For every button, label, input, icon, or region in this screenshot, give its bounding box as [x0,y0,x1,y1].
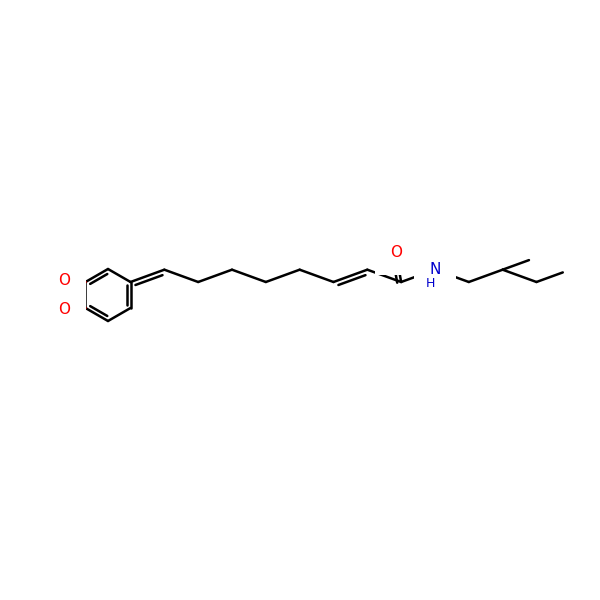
Text: O: O [58,302,70,317]
Text: N: N [429,262,440,277]
Text: O: O [58,273,70,288]
Text: H: H [425,277,434,290]
Text: O: O [390,245,402,260]
